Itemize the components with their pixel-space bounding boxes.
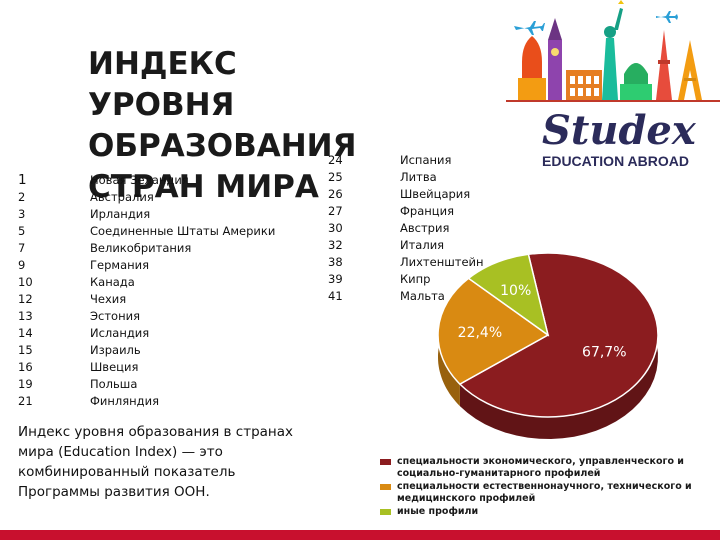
- country-name: Израиль: [90, 343, 141, 357]
- pie-slice: [437, 277, 550, 386]
- rank-number: 24: [328, 153, 343, 167]
- left-rank-column: 1 2 3 5 7 9 10 12 13 14 15 16 19 21: [18, 172, 33, 410]
- pie-slice-side: [459, 253, 658, 439]
- country-name: Кипр: [400, 272, 431, 286]
- country-name: Швеция: [90, 360, 139, 374]
- country-name: Великобритания: [90, 241, 192, 255]
- country-name: Соединенные Штаты Америки: [90, 224, 276, 238]
- legend-item: специальности экономического, управленче…: [380, 456, 720, 480]
- rank-number: 10: [18, 275, 33, 289]
- country-name: Исландия: [90, 326, 150, 340]
- rank-number: 3: [18, 207, 26, 221]
- pie-slice: [467, 253, 550, 337]
- legend-item: специальности естественнонаучного, техни…: [380, 481, 720, 505]
- country-name: Эстония: [90, 309, 140, 323]
- chart-legend: специальности экономического, управленче…: [380, 456, 720, 519]
- legend-label: специальности экономического, управленче…: [397, 456, 684, 479]
- country-name: Польша: [90, 377, 138, 391]
- pie-chart: 67,7% 22,4% 10%: [437, 252, 659, 439]
- rank-number: 13: [18, 309, 33, 323]
- rank-number: 1: [18, 172, 27, 188]
- country-name: Лихтенштейн: [400, 255, 484, 269]
- rank-number: 21: [18, 394, 33, 408]
- svg-text:Studex: Studex: [542, 107, 697, 154]
- rank-number: 27: [328, 204, 343, 218]
- country-name: Австралия: [90, 190, 154, 204]
- bottom-accent-bar: [0, 530, 720, 540]
- rank-number: 9: [18, 258, 26, 272]
- legend-item: иные профили: [380, 506, 720, 518]
- rank-number: 19: [18, 377, 33, 391]
- rank-number: 32: [328, 238, 343, 252]
- pie-labels: 67,7% 22,4% 10%: [458, 283, 627, 360]
- country-name: Швейцария: [400, 187, 471, 201]
- country-name: Германия: [90, 258, 150, 272]
- country-name: Канада: [90, 275, 135, 289]
- pie-data-label: 22,4%: [458, 325, 502, 341]
- country-name: Мальта: [400, 289, 445, 303]
- country-name: Чехия: [90, 292, 127, 306]
- rank-number: 15: [18, 343, 33, 357]
- country-name: Австрия: [400, 221, 450, 235]
- pie-data-label: 10%: [500, 283, 531, 299]
- legend-swatch: [380, 459, 391, 465]
- studex-logo: Studex EDUCATION ABROAD: [506, 0, 720, 169]
- country-name: Финляндия: [90, 394, 160, 408]
- country-name: Литва: [400, 170, 437, 184]
- rank-number: 5: [18, 224, 26, 238]
- pie-top: [437, 252, 659, 418]
- rank-number: 2: [18, 190, 26, 204]
- left-country-column: Новая Зеландия Австралия Ирландия Соединенн…: [90, 172, 275, 410]
- right-country-column: Испания Литва Швейцария Франция Австрия Итали…: [400, 152, 484, 305]
- legend-label: иные профили: [397, 506, 479, 517]
- rank-number: 12: [18, 292, 33, 306]
- rank-number: 14: [18, 326, 33, 340]
- country-name: Ирландия: [90, 207, 151, 221]
- landmarks-illustration-icon: [506, 0, 720, 102]
- rank-number: 41: [328, 289, 343, 303]
- rank-number: 26: [328, 187, 343, 201]
- rank-number: 38: [328, 255, 343, 269]
- country-name: Франция: [400, 204, 454, 218]
- country-name: Новая Зеландия: [90, 173, 189, 187]
- page-title: ИНДЕКС УРОВНЯ ОБРАЗОВАНИЯ СТРАН МИРА: [88, 46, 357, 205]
- rank-number: 7: [18, 241, 26, 255]
- rank-number: 25: [328, 170, 343, 184]
- legend-swatch: [380, 484, 391, 490]
- legend-label: специальности естественнонаучного, техни…: [397, 481, 692, 504]
- pie-slice: [458, 252, 659, 418]
- country-name: Италия: [400, 238, 445, 252]
- rank-number: 16: [18, 360, 33, 374]
- studex-wordmark: Studex EDUCATION ABROAD: [542, 107, 697, 169]
- logo-subtitle: EDUCATION ABROAD: [542, 153, 689, 169]
- right-rank-column: 24 25 26 27 30 32 38 39 41: [328, 152, 343, 305]
- pie-data-label: 67,7%: [582, 345, 626, 361]
- description-text: Индекс уровня образования в странах мира…: [18, 424, 294, 500]
- rank-number: 30: [328, 221, 343, 235]
- country-name: Испания: [400, 153, 452, 167]
- rank-number: 39: [328, 272, 343, 286]
- legend-swatch: [380, 509, 391, 515]
